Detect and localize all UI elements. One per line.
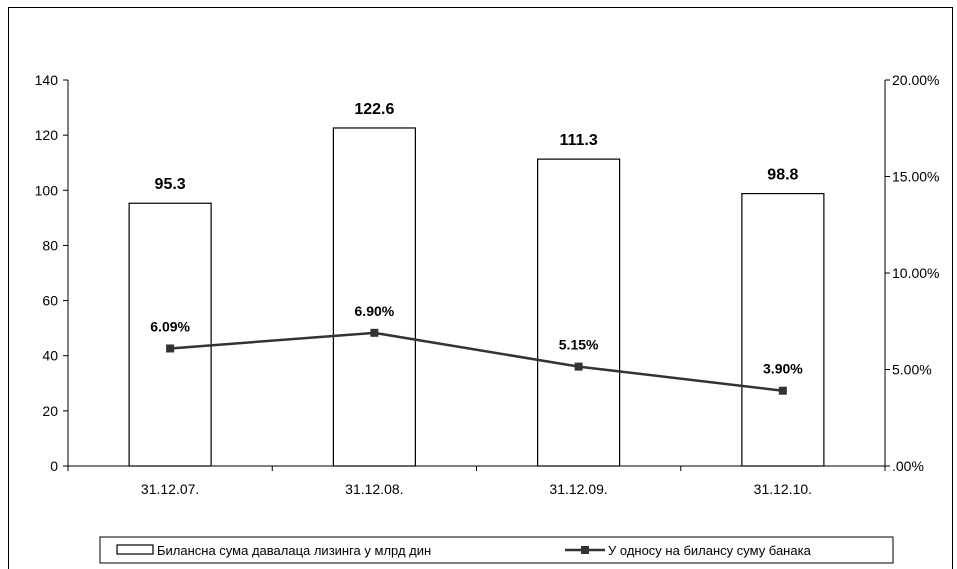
left-y-tick-label: 20 — [42, 403, 58, 419]
right-y-tick-label: 20.00% — [892, 72, 939, 88]
chart-frame — [8, 7, 953, 569]
right-y-tick-label: 10.00% — [892, 265, 939, 281]
legend-swatch-marker — [581, 546, 589, 554]
bar — [537, 158, 621, 467]
line-value-label: 3.90% — [763, 361, 803, 377]
line-marker — [778, 386, 787, 395]
left-y-tick-label: 40 — [42, 348, 58, 364]
line-marker — [370, 328, 379, 337]
right-y-tick-label: 15.00% — [892, 169, 939, 185]
legend-label-line: У односу на билансу суму банака — [608, 543, 812, 558]
legend-box — [99, 536, 894, 564]
line-series — [170, 331, 784, 392]
left-y-tick-label: 140 — [35, 72, 59, 88]
left-y-tick-label: 100 — [35, 182, 59, 198]
bar-value-label: 95.3 — [155, 176, 186, 193]
line-value-label: 5.15% — [559, 337, 599, 353]
x-tick-label: 31.12.09. — [549, 481, 607, 497]
line-marker — [574, 362, 583, 371]
bar-value-label: 98.8 — [767, 167, 798, 184]
left-y-tick-label: 80 — [42, 237, 58, 253]
right-y-tick-label: 5.00% — [892, 362, 932, 378]
bar — [332, 127, 416, 467]
line-value-label: 6.90% — [355, 303, 395, 319]
line-marker — [166, 344, 175, 353]
left-y-tick-label: 0 — [50, 458, 58, 474]
bar — [741, 192, 825, 467]
bar — [128, 202, 212, 467]
legend-label-bar: Билансна сума давалаца лизинга у млрд ди… — [157, 543, 431, 558]
x-tick-label: 31.12.08. — [345, 481, 403, 497]
left-y-tick-label: 120 — [35, 127, 59, 143]
bar-value-label: 111.3 — [559, 132, 597, 149]
line-value-label: 6.09% — [150, 318, 190, 334]
left-y-tick-label: 60 — [42, 293, 58, 309]
x-tick-label: 31.12.07. — [141, 481, 199, 497]
right-y-tick-label: .00% — [892, 458, 924, 474]
bar-value-label: 122.6 — [354, 101, 394, 118]
legend-swatch-bar — [116, 544, 154, 555]
x-tick-label: 31.12.10. — [754, 481, 812, 497]
